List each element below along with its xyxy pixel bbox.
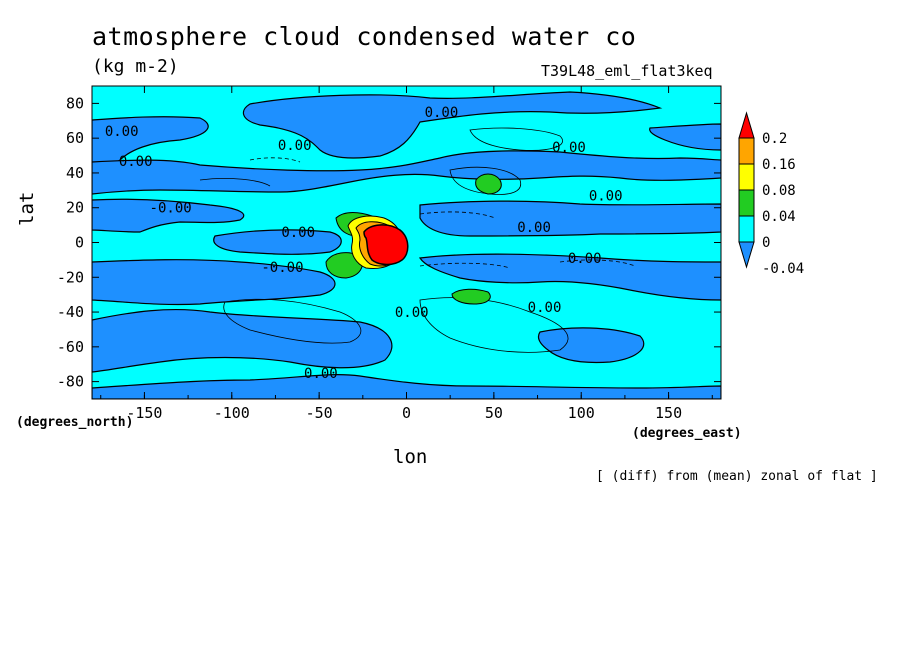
- x-tick-label: 50: [485, 404, 503, 422]
- band-equator-north-east: [419, 200, 721, 237]
- contour-label: 0.00: [281, 225, 315, 241]
- colorbar-segment: [738, 189, 755, 217]
- y-tick-label: 0: [75, 234, 84, 252]
- contour-label: 0.00: [552, 140, 586, 156]
- x-tick-label: -100: [214, 404, 250, 422]
- y-tick-label: 60: [66, 129, 84, 147]
- contour-label: 0.00: [425, 105, 459, 121]
- footnote: [ (diff) from (mean) zonal of flat ]: [596, 469, 878, 484]
- colorbar-label: 0.08: [762, 183, 796, 199]
- x-axis-ticks: -150 -100 -50 0 50 100 150: [100, 86, 713, 422]
- contour-line: [419, 297, 569, 353]
- colorbar-label: 0: [762, 235, 770, 251]
- y-tick-label: -20: [57, 268, 84, 286]
- y-tick-label: 20: [66, 199, 84, 217]
- contour-label: 0.00: [568, 251, 602, 267]
- colorbar-label: 0.16: [762, 157, 796, 173]
- colorbar: 0.2 0.16 0.08 0.04 0 -0.04: [738, 111, 804, 277]
- y-tick-label: -80: [57, 373, 84, 391]
- contour-line: [469, 127, 563, 151]
- colorbar-segment: [738, 137, 755, 165]
- contour-label: 0.00: [278, 138, 312, 154]
- y-tick-label: 40: [66, 164, 84, 182]
- x-axis-label: lon: [393, 446, 428, 468]
- colorbar-label: 0.2: [762, 131, 787, 147]
- contour-line: [199, 178, 271, 187]
- colorbar-label: 0.04: [762, 209, 796, 225]
- contour-line-negative: [559, 259, 636, 267]
- contour-label: 0.00: [395, 305, 429, 321]
- x-tick-label: -150: [126, 404, 162, 422]
- contour-line-negative: [419, 211, 496, 219]
- contour-label: 0.00: [589, 189, 623, 205]
- green-patch-east-south: [451, 288, 491, 305]
- x-tick-label: 100: [568, 404, 595, 422]
- colorbar-label: -0.04: [762, 261, 804, 277]
- contour-label: 0.00: [304, 366, 338, 382]
- x-tick-label: 150: [655, 404, 682, 422]
- band-ne-block: [649, 123, 721, 151]
- red-max-region: [363, 224, 409, 266]
- green-patch-south: [325, 252, 363, 279]
- x-axis-unit: (degrees_east): [632, 426, 742, 441]
- y-tick-label: -40: [57, 303, 84, 321]
- y-axis-ticks: -80 -60 -40 -20 0 20 40 60 80: [57, 94, 721, 391]
- colorbar-segment: [738, 163, 755, 191]
- contour-label: 0.00: [119, 154, 153, 170]
- colorbar-extend-max: [738, 111, 755, 139]
- contour-label: -0.00: [261, 260, 303, 276]
- green-patch-east-north: [475, 173, 502, 195]
- band-south-mid: [92, 308, 393, 373]
- contour-line-negative: [419, 262, 511, 269]
- band-equator-center: [213, 229, 342, 255]
- contour-line: [449, 166, 522, 195]
- contour-label: 0.00: [105, 124, 139, 140]
- y-tick-label: -60: [57, 338, 84, 356]
- chart-title: atmosphere cloud condensed water co: [92, 22, 637, 51]
- run-name: T39L48_eml_flat3keq: [541, 62, 713, 80]
- band-south-east: [418, 253, 721, 301]
- band-north-polar: [242, 91, 663, 159]
- band-south-polar: [92, 374, 721, 399]
- x-tick-label: -50: [306, 404, 333, 422]
- y-axis-unit: (degrees_north): [16, 415, 134, 430]
- contour-line: [223, 298, 362, 344]
- contour-line-negative: [249, 157, 301, 163]
- y-tick-label: 80: [66, 94, 84, 112]
- colorbar-segment: [738, 215, 755, 243]
- band-southeast-mid: [537, 327, 645, 364]
- x-tick-label: 0: [402, 404, 411, 422]
- chart-units: (kg m-2): [92, 56, 179, 77]
- contour-label: 0.00: [517, 220, 551, 236]
- contour-labels: 0.00 0.00 0.00 0.00 0.00 0.00 -0.00 0.00 0.00 0.0…: [105, 105, 623, 382]
- contour-fill-layer: [92, 91, 721, 399]
- contour-label: 0.00: [528, 300, 562, 316]
- band-equator-north: [92, 198, 245, 233]
- contour-label: -0.00: [150, 201, 192, 217]
- colorbar-extend-min: [738, 241, 755, 269]
- band-north-mid: [92, 150, 721, 195]
- band-south-tropics: [92, 259, 336, 306]
